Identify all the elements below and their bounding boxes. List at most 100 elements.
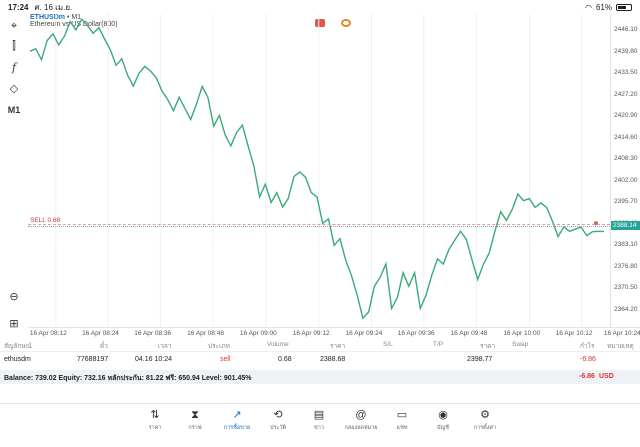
y-tick-label: 2376.80 <box>614 262 638 270</box>
trade-icon: ↗ <box>232 409 242 421</box>
settings-icon: ⚙ <box>480 409 490 421</box>
col-ticket: ตั๋ว <box>100 343 108 350</box>
indicator-badge-red-icon[interactable] <box>315 19 325 27</box>
objects-icon[interactable]: ◇ <box>9 83 19 95</box>
battery-icon <box>616 3 632 11</box>
nav-chart[interactable]: ⧗ กราฟ <box>175 408 215 432</box>
history-icon: ⟲ <box>273 409 283 421</box>
chat-icon: ▭ <box>396 409 408 421</box>
nav-history-label: ประวัติ <box>269 425 287 431</box>
col-price: ราคา <box>330 343 346 350</box>
row-volume: 0.68 <box>278 356 292 363</box>
nav-settings[interactable]: ⚙ การตั้งค่า <box>465 408 505 432</box>
x-tick-label: 16 Apr 09:00 <box>239 330 277 337</box>
row-ticket: 77688197 <box>77 356 109 363</box>
x-tick-label: 16 Apr 09:48 <box>450 330 488 337</box>
y-tick-label: 2402.00 <box>614 176 638 184</box>
y-tick-label: 2370.50 <box>614 284 638 291</box>
y-tick-label: 2420.90 <box>614 112 638 119</box>
col-symbol: สัญลักษณ์ <box>4 343 32 350</box>
col-tp: T/P <box>433 341 444 348</box>
sell-order-label[interactable]: SELL 0.68 <box>30 217 61 224</box>
y-tick-label: 2364.20 <box>614 305 638 313</box>
col-time: เวลา <box>158 343 172 350</box>
balance-summary: Balance: 739.02 Equity: 732.16 หลักประกั… <box>4 375 252 382</box>
account-icon: ◉ <box>438 409 448 421</box>
x-tick-label: 16 Apr 08:48 <box>187 330 224 337</box>
y-tick-label: 2439.80 <box>614 47 638 55</box>
balance-bar: Balance: 739.02 Equity: 732.16 หลักประกั… <box>0 370 640 384</box>
candlestick-icon[interactable]: ⫿ <box>12 40 16 52</box>
x-tick-label: 16 Apr 09:12 <box>292 330 330 337</box>
status-date: ศ. 16 เม.ย. <box>34 2 73 12</box>
nav-chart-label: กราฟ <box>188 425 202 431</box>
symbol-name: ETHUSDm <box>30 14 66 21</box>
wifi-icon: ◠ <box>585 2 592 12</box>
y-tick-label: 2433.50 <box>614 69 638 76</box>
y-tick-label: 2414.60 <box>614 133 638 141</box>
price-series-line <box>29 18 605 320</box>
quotes-icon: ⇅ <box>150 409 160 421</box>
nav-history[interactable]: ⟲ ประวัติ <box>258 408 298 432</box>
y-tick-label: 2395.70 <box>614 198 638 205</box>
indicators-icon[interactable]: f <box>11 61 17 74</box>
status-bar: 17:24 ศ. 16 เม.ย. ◠ 61% <box>0 0 640 14</box>
news-icon: ▤ <box>313 409 325 421</box>
col-swap: Swap <box>512 341 529 348</box>
nav-news-label: ข่าว <box>314 425 324 431</box>
nav-settings-label: การตั้งค่า <box>473 425 497 431</box>
balance-profit: -6.86 <box>579 373 595 380</box>
nav-quotes-label: ราคา <box>148 425 162 431</box>
crosshair-icon[interactable]: ⌖ <box>10 20 18 32</box>
sell-order-line[interactable] <box>28 224 610 225</box>
chart-icon: ⧗ <box>191 409 199 421</box>
x-tick-label: 16 Apr 10:00 <box>503 330 541 337</box>
nav-trade-label: การซื้อขาย <box>223 425 251 431</box>
balance-currency: USD <box>599 373 614 380</box>
x-tick-label: 16 Apr 08:24 <box>82 330 119 337</box>
nav-chat-label: แชท <box>396 425 408 431</box>
row-type: sell <box>220 356 231 363</box>
status-right: ◠ 61% <box>585 3 632 12</box>
status-time: 17:24 <box>8 2 29 12</box>
x-tick-label: 16 Apr 09:36 <box>397 330 435 337</box>
x-tick-label: 16 Apr 08:36 <box>134 330 172 337</box>
timeframe-button[interactable]: M1 <box>7 105 21 115</box>
mailbox-icon: @ <box>355 409 367 421</box>
row-profit: -6.86 <box>580 356 596 363</box>
battery-percent: 61% <box>595 2 612 12</box>
nav-account[interactable]: ◉ บัญชี <box>423 408 463 432</box>
y-tick-label: 2408.30 <box>614 155 638 162</box>
y-tick-label: 2383.10 <box>614 241 638 248</box>
symbol-info: ETHUSDm • M1 Ethereum vs US Dollar(800) <box>30 14 118 28</box>
x-tick-label: 16 Apr 09:24 <box>345 330 383 337</box>
col-type: ประเภท <box>208 343 230 350</box>
price-chart[interactable] <box>28 14 610 327</box>
row-time: 04.16 10:24 <box>135 356 172 363</box>
x-tick-label: 16 Apr 08:12 <box>29 330 67 337</box>
position-row[interactable]: ethusdm 77688197 04.16 10:24 sell 0.68 2… <box>0 355 640 367</box>
nav-trade[interactable]: ↗ การซื้อขาย <box>217 408 257 432</box>
current-price-tag: 2388.14 <box>611 221 640 230</box>
time-axis: 16 Apr 08:12 16 Apr 08:24 16 Apr 08:36 16 A… <box>28 327 640 339</box>
row-symbol: ethusdm <box>4 356 31 363</box>
zoom-icon[interactable]: ⊖ <box>9 291 19 303</box>
row-price: 2388.68 <box>320 356 346 363</box>
nav-chat[interactable]: ▭ แชท <box>382 408 422 432</box>
col-sl: S/L <box>383 341 393 348</box>
indicator-badge-ring-icon[interactable] <box>341 19 351 27</box>
y-tick-label: 2446.10 <box>614 26 638 33</box>
x-tick-label: 16 Apr 10:24 <box>603 330 640 337</box>
row-current-price: 2398.77 <box>467 356 493 363</box>
x-tick-label: 16 Apr 10:12 <box>555 330 593 337</box>
col-comment: หมายเหตุ <box>607 343 634 350</box>
nav-news[interactable]: ▤ ข่าว <box>299 408 339 432</box>
nav-mailbox[interactable]: @ กล่องจดหมาย <box>341 408 381 432</box>
chart-toolbar: ⌖ ⫿ f ◇ M1 ⊖ ⊞ <box>0 14 28 334</box>
col-current-price: ราคา <box>480 343 496 350</box>
y-tick-label: 2427.20 <box>614 90 638 98</box>
bottom-nav: ⇅ ราคา ⧗ กราฟ ↗ การซื้อขาย ⟲ ประวัติ ▤ ข… <box>0 403 640 447</box>
current-price-line <box>28 226 610 227</box>
nav-quotes[interactable]: ⇅ ราคา <box>135 408 175 432</box>
add-window-icon[interactable]: ⊞ <box>9 318 19 330</box>
